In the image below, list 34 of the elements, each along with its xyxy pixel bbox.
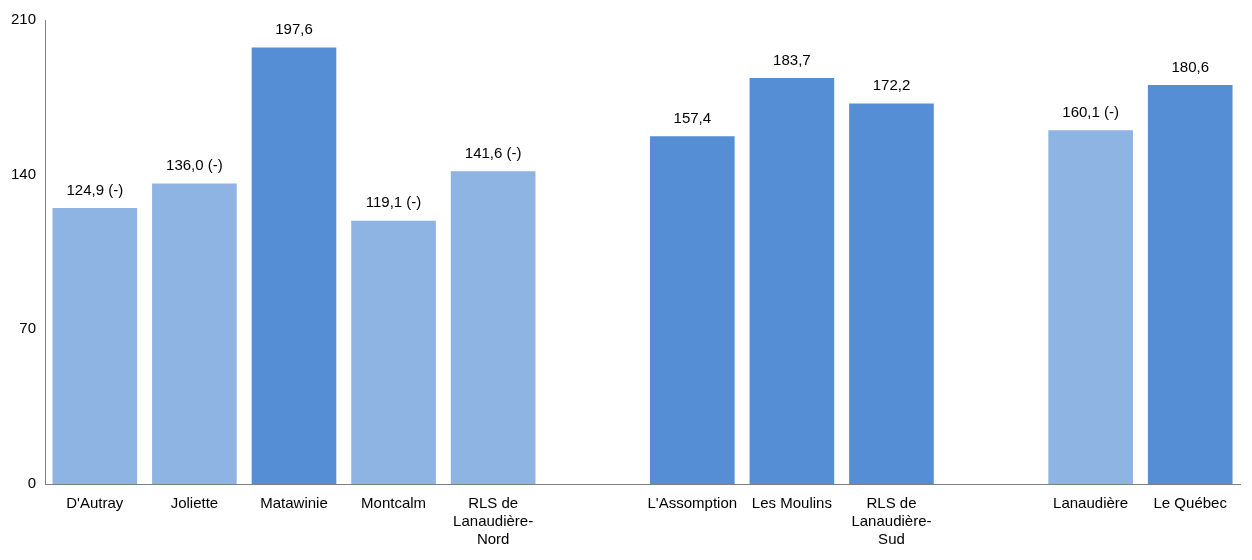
bar [649, 136, 735, 484]
data-label: 136,0 (-) [166, 156, 223, 174]
y-tick-label: 140 [11, 164, 37, 182]
bar [1147, 84, 1233, 484]
y-tick-label: 70 [19, 319, 37, 337]
data-label: 124,9 (-) [66, 180, 124, 198]
x-tick-label: Joliette [170, 494, 219, 512]
bar [52, 208, 138, 484]
x-tick-label: Les Moulins [751, 494, 832, 512]
bar [351, 220, 436, 484]
data-label: 183,7 [773, 50, 811, 68]
y-tick-label: 210 [11, 10, 37, 28]
x-tick-label: D'Autray [66, 494, 124, 512]
data-label: 197,6 [275, 20, 313, 38]
x-tick-label: L'Assomption [647, 494, 738, 512]
data-label: 160,1 (-) [1062, 102, 1119, 120]
x-tick-label: Le Québec [1153, 494, 1228, 512]
bar [849, 103, 934, 484]
data-label: 119,1 (-) [365, 193, 422, 211]
bar [152, 183, 237, 484]
y-tick-label: 0 [27, 474, 37, 492]
x-tick-label: Montcalm [361, 494, 427, 512]
bar [450, 171, 536, 484]
bar [1048, 130, 1133, 484]
x-tick-label: RLS de Lanaudière-Sud [851, 494, 932, 548]
x-tick-label: RLS de Lanaudière-Nord [453, 494, 534, 548]
data-label: 180,6 [1171, 57, 1209, 75]
x-tick-label: Lanaudière [1053, 494, 1129, 512]
data-label: 172,2 [872, 76, 911, 94]
data-label: 141,6 (-) [464, 143, 522, 161]
bar [749, 78, 835, 484]
data-label: 157,4 [673, 108, 712, 126]
bar [251, 47, 337, 484]
x-tick-label: Matawinie [260, 494, 328, 512]
